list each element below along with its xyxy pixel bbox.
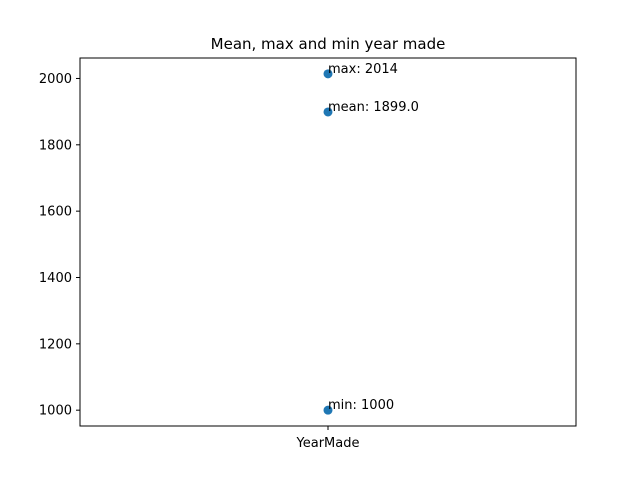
data-point (323, 69, 333, 79)
y-tick-label: 2000 (39, 72, 72, 87)
data-label: max: 2014 (328, 62, 398, 77)
y-tick-label: 1200 (39, 337, 72, 352)
data-label: mean: 1899.0 (328, 100, 419, 115)
axis-ticks: 1000 1200 1400 1600 1800 2000 YearMade (39, 72, 360, 451)
data-label: min: 1000 (328, 398, 394, 413)
plot-area-frame (79, 57, 577, 427)
data-point (323, 405, 333, 415)
x-tick-label: YearMade (296, 436, 360, 451)
y-tick-label: 1000 (39, 404, 72, 419)
data-point (323, 107, 333, 117)
y-tick-label: 1600 (39, 205, 72, 220)
chart-title: Mean, max and min year made (211, 35, 446, 53)
data-points (323, 69, 333, 415)
y-tick-label: 1800 (39, 138, 72, 153)
y-tick-label: 1400 (39, 271, 72, 286)
data-labels: max: 2014 mean: 1899.0 min: 1000 (328, 62, 419, 413)
